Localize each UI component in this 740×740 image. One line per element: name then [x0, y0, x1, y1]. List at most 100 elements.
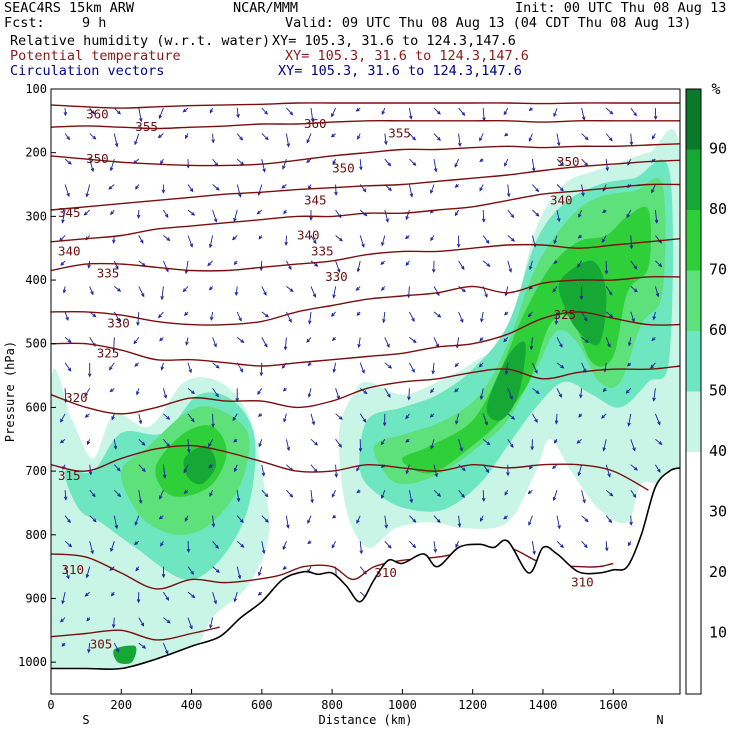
- wind-vector-head: [434, 473, 438, 478]
- wind-vector-head: [189, 625, 193, 630]
- wind-vector: [187, 209, 195, 216]
- wind-vector-head: [556, 217, 561, 223]
- wind-vector: [384, 515, 388, 528]
- wind-vector: [89, 515, 97, 522]
- wind-vector: [482, 413, 488, 425]
- wind-vector-head: [581, 192, 585, 197]
- wind-vector-head: [632, 447, 636, 452]
- wind-vector-head: [262, 168, 266, 173]
- wind-vector-head: [66, 575, 70, 580]
- wind-vector-head: [627, 422, 631, 427]
- wind-vector-head: [59, 618, 64, 623]
- wind-vector-head: [312, 293, 317, 298]
- wind-vector: [605, 107, 613, 115]
- wind-vector: [356, 515, 361, 524]
- wind-vector-head: [511, 415, 516, 420]
- wind-vector-head: [388, 364, 393, 369]
- wind-vector-head: [609, 313, 614, 318]
- wind-vector: [306, 337, 312, 343]
- wind-vector-head: [405, 470, 410, 475]
- wind-vector-head: [136, 214, 141, 219]
- wind-vector: [138, 464, 146, 472]
- wind-vector: [162, 642, 169, 654]
- wind-vector: [208, 439, 213, 447]
- wind-vector: [507, 260, 512, 272]
- wind-vector: [581, 158, 588, 166]
- wind-vector-head: [632, 493, 637, 498]
- wind-vector-head: [140, 293, 145, 298]
- wind-vector: [605, 489, 613, 497]
- wind-vector: [113, 260, 119, 269]
- wind-vector-head: [238, 317, 242, 322]
- wind-vector-head: [486, 441, 491, 446]
- wind-vector-head: [459, 447, 463, 452]
- wind-vector: [138, 617, 144, 627]
- wind-vector-head: [509, 443, 514, 448]
- wind-vector-head: [63, 112, 68, 117]
- wind-vector: [482, 209, 485, 222]
- wind-vector: [381, 490, 386, 499]
- wind-vector-head: [461, 288, 466, 293]
- wind-vector: [482, 235, 490, 244]
- wind-vector-head: [86, 617, 91, 622]
- wind-vector: [531, 159, 535, 171]
- colorbar-label: 40: [709, 442, 727, 460]
- wind-vector: [384, 388, 391, 398]
- wind-vector: [187, 566, 194, 575]
- wind-vector-head: [110, 211, 114, 216]
- wind-vector-head: [211, 523, 216, 528]
- wind-vector-head: [412, 544, 417, 549]
- wind-vector-head: [113, 445, 118, 450]
- wind-vector: [358, 337, 361, 348]
- wind-vector-head: [479, 137, 483, 142]
- wind-vector: [163, 439, 170, 447]
- wind-vector-head: [141, 468, 146, 473]
- wind-vector-head: [87, 649, 91, 654]
- wind-vector-head: [361, 369, 365, 374]
- wind-vector-head: [652, 397, 656, 402]
- wind-vector-head: [412, 136, 417, 141]
- wind-vector: [384, 337, 390, 348]
- wind-vector-head: [233, 217, 237, 223]
- wind-vector-head: [159, 495, 163, 500]
- wind-vector-head: [604, 270, 609, 275]
- wind-vector: [212, 133, 214, 143]
- wind-vector-head: [626, 214, 630, 219]
- wind-vector-head: [553, 439, 558, 444]
- wind-vector-head: [158, 314, 162, 319]
- wind-vector-head: [602, 447, 606, 452]
- wind-vector-head: [486, 263, 491, 267]
- wind-vector: [212, 362, 220, 369]
- wind-vector-head: [61, 219, 65, 224]
- wind-vector: [479, 133, 484, 141]
- wind-vector-head: [158, 114, 163, 120]
- wind-vector: [234, 591, 238, 602]
- wind-vector-head: [306, 139, 310, 144]
- wind-vector-head: [577, 234, 582, 239]
- wind-vector-head: [437, 493, 442, 497]
- wind-vector-head: [479, 395, 484, 401]
- wind-vector-head: [359, 550, 364, 555]
- wind-vector-head: [117, 288, 122, 292]
- wind-vector: [556, 515, 561, 529]
- wind-vector-head: [88, 471, 93, 476]
- wind-vector-head: [310, 118, 315, 123]
- theta-label-325: 325: [554, 307, 577, 322]
- wind-vector-head: [142, 645, 147, 649]
- wind-vector-head: [135, 567, 140, 572]
- wind-vector: [553, 235, 558, 244]
- wind-vector-head: [60, 261, 65, 266]
- wind-vector: [553, 107, 558, 117]
- wind-vector: [581, 311, 588, 322]
- wind-vector-head: [256, 210, 261, 215]
- wind-vector: [64, 184, 70, 197]
- wind-vector-head: [282, 165, 286, 170]
- wind-vector: [282, 541, 287, 550]
- wind-vector-head: [381, 286, 385, 291]
- wind-vector-head: [601, 238, 606, 243]
- wind-vector-head: [284, 241, 288, 247]
- wind-vector-head: [164, 650, 169, 655]
- wind-vector-head: [309, 216, 313, 221]
- colorbar-label: 10: [709, 624, 727, 642]
